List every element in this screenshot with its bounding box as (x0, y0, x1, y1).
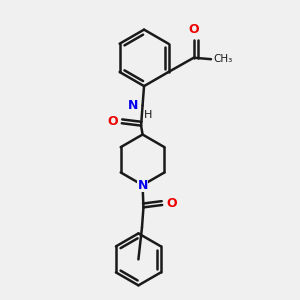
Text: O: O (166, 197, 177, 210)
Text: O: O (107, 115, 118, 128)
Text: H: H (144, 110, 152, 120)
Text: N: N (137, 178, 148, 192)
Text: CH₃: CH₃ (213, 54, 232, 64)
Text: N: N (128, 99, 138, 112)
Text: O: O (188, 23, 199, 36)
